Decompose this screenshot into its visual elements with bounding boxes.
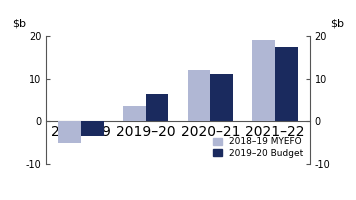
Bar <box>81 121 104 136</box>
Bar <box>123 106 146 121</box>
Bar <box>252 40 275 121</box>
Bar <box>275 47 298 121</box>
Bar <box>188 70 210 121</box>
Bar <box>146 94 168 121</box>
Legend: 2018–19 MYEFO, 2019–20 Budget: 2018–19 MYEFO, 2019–20 Budget <box>211 136 305 159</box>
Text: $b: $b <box>330 18 344 28</box>
Text: $b: $b <box>12 18 26 28</box>
Bar <box>210 74 233 121</box>
Bar <box>58 121 81 143</box>
